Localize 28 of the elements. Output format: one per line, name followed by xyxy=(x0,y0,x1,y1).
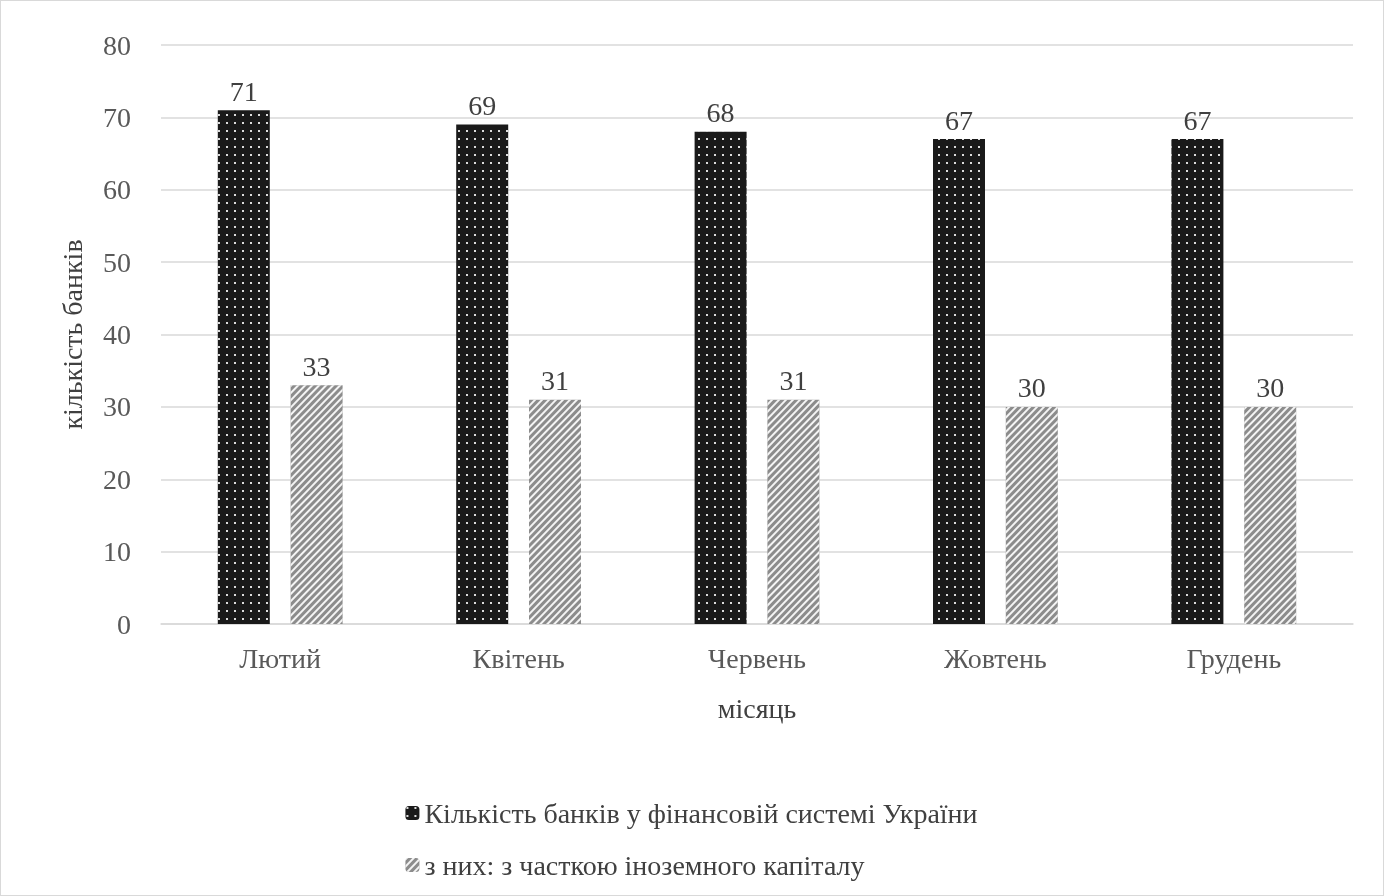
data-label: 33 xyxy=(302,350,331,382)
y-tick-label: 30 xyxy=(103,391,131,423)
data-label: 67 xyxy=(1183,104,1212,136)
x-tick-label: Червень xyxy=(708,642,806,674)
y-tick-label: 0 xyxy=(117,608,131,640)
x-axis-title: місяць xyxy=(717,692,797,724)
y-tick-label: 40 xyxy=(103,319,131,350)
x-tick-label: Жовтень xyxy=(944,642,1047,674)
y-tick-label: 50 xyxy=(103,246,131,278)
y-tick-label: 60 xyxy=(103,174,131,206)
data-label: 71 xyxy=(229,75,258,107)
x-tick-label: Лютий xyxy=(239,642,322,674)
legend-label: Кількість банків у фінансовій системі України xyxy=(424,797,978,829)
data-label: 30 xyxy=(1017,372,1046,404)
y-axis-title: кількість банків xyxy=(56,239,88,430)
data-label: 31 xyxy=(541,365,569,397)
data-label: 68 xyxy=(706,97,735,129)
x-tick-label: Грудень xyxy=(1186,642,1282,674)
data-label: 67 xyxy=(945,104,973,136)
data-label: 31 xyxy=(779,365,808,397)
legend-label: з них: з часткою іноземного капіталу xyxy=(424,849,865,881)
y-tick-label: 10 xyxy=(103,536,131,568)
y-tick-label: 80 xyxy=(103,29,131,61)
y-tick-label: 70 xyxy=(103,101,131,133)
y-tick-label: 20 xyxy=(103,463,131,495)
x-tick-label: Квітень xyxy=(472,642,565,674)
data-label: 30 xyxy=(1256,372,1285,404)
data-label: 69 xyxy=(468,90,497,122)
